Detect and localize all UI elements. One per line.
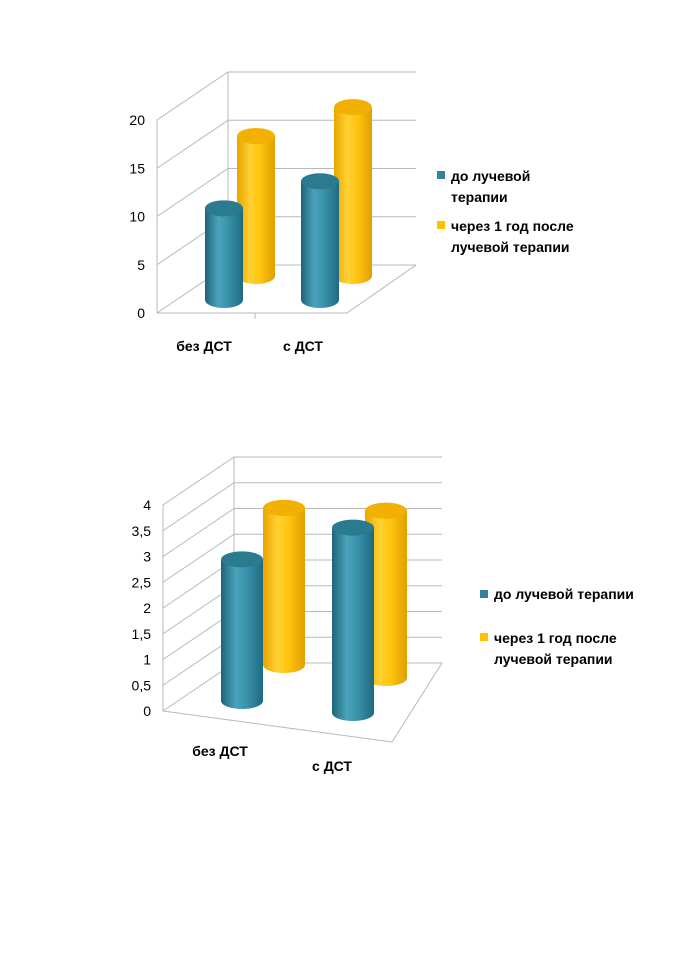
bar-series-2-bez-dst <box>237 128 275 284</box>
cylinder-body <box>332 527 374 721</box>
y-tick-label: 4 <box>143 497 151 513</box>
cylinder-top <box>237 128 275 145</box>
cylinder-body <box>301 181 339 308</box>
chart-2: 0 0,5 1 1,5 2 2,5 3 3,5 4 без ДСТ с ДСТ до лучев… <box>132 456 634 774</box>
legend-swatch-series-1 <box>480 590 488 598</box>
cylinder-top <box>365 502 407 519</box>
chart-2-category-labels: без ДСТ с ДСТ <box>192 743 352 774</box>
chart-1-legend: до лучевой терапии через 1 год после луч… <box>437 168 574 255</box>
cylinder-body <box>263 507 305 673</box>
legend-swatch-series-2 <box>480 633 488 641</box>
category-label-s-dst: с ДСТ <box>312 758 352 774</box>
bar-series-1-bez-dst <box>221 551 263 709</box>
y-tick-label: 1,5 <box>132 626 152 642</box>
chart-2-legend: до лучевой терапии через 1 год после луч… <box>480 586 634 667</box>
cylinder-body <box>237 136 275 284</box>
chart-1-frame <box>156 71 417 314</box>
y-tick-label: 2,5 <box>132 574 152 590</box>
y-tick-label: 10 <box>129 209 145 225</box>
bar-series-2-s-dst <box>334 99 372 284</box>
cylinder-top <box>301 173 339 190</box>
cylinder-body <box>365 510 407 686</box>
y-tick-label: 1 <box>143 652 151 668</box>
legend-label-series-1-line-2: терапии <box>451 189 508 205</box>
gridline <box>162 482 442 532</box>
category-label-bez-dst: без ДСТ <box>176 338 232 354</box>
bar-series-2-s-dst <box>365 502 407 686</box>
legend-label-series-2-line-1: через 1 год после <box>494 630 617 646</box>
bar-series-1-s-dst <box>332 519 374 721</box>
y-tick-label: 0 <box>143 703 151 719</box>
y-tick-label: 15 <box>129 160 145 176</box>
chart-1-bars <box>205 99 372 308</box>
y-tick-label: 20 <box>129 112 145 128</box>
gridline <box>156 119 416 169</box>
category-label-s-dst: с ДСТ <box>283 338 323 354</box>
y-tick-label: 5 <box>137 257 145 273</box>
legend-swatch-series-1 <box>437 171 445 179</box>
legend-swatch-series-2 <box>437 221 445 229</box>
legend-label-series-2-line-2: лучевой терапии <box>494 651 613 667</box>
bar-series-1-s-dst <box>301 173 339 308</box>
legend-label-series-1-line-1: до лучевой <box>451 168 530 184</box>
bar-series-2-bez-dst <box>263 499 305 673</box>
chart-1-gridlines <box>156 119 416 266</box>
chart-2-bars <box>221 499 407 721</box>
chart-1-category-labels: без ДСТ с ДСТ <box>176 313 323 354</box>
cylinder-top <box>334 99 372 116</box>
legend-label-series-2-line-1: через 1 год после <box>451 218 574 234</box>
gridline <box>156 168 416 217</box>
y-tick-label: 3,5 <box>132 523 152 539</box>
cylinder-top <box>221 551 263 568</box>
cylinder-top <box>263 499 305 516</box>
cylinder-top <box>332 519 374 536</box>
y-tick-label: 3 <box>143 549 151 565</box>
bar-series-1-bez-dst <box>205 200 243 308</box>
legend-label-series-2-line-2: лучевой терапии <box>451 239 570 255</box>
cylinder-body <box>205 208 243 308</box>
legend-label-series-1-line-1: до лучевой терапии <box>494 586 634 602</box>
chart-1-y-tick-labels: 0 5 10 15 20 <box>129 112 145 321</box>
chart-1: 0 5 10 15 20 без ДСТ с ДСТ до лучевой терапи… <box>129 71 574 354</box>
cylinder-body <box>221 559 263 709</box>
cylinder-top <box>205 200 243 217</box>
y-tick-label: 0 <box>137 305 145 321</box>
y-tick-label: 2 <box>143 600 151 616</box>
category-label-bez-dst: без ДСТ <box>192 743 248 759</box>
y-tick-label: 0,5 <box>132 677 152 693</box>
gridline <box>156 216 416 266</box>
cylinder-body <box>334 107 372 284</box>
chart-2-y-tick-labels: 0 0,5 1 1,5 2 2,5 3 3,5 4 <box>132 497 152 719</box>
